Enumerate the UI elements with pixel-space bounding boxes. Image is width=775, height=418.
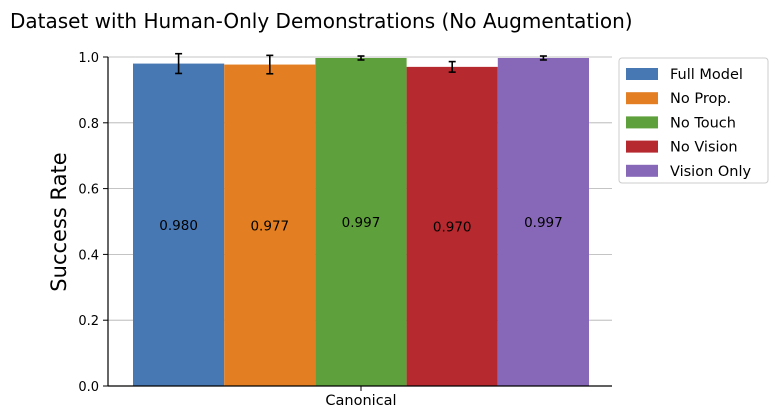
legend-entry: No Vision (670, 140, 738, 156)
x-axis-ticks: Canonical (325, 386, 397, 409)
error-bars (175, 52, 547, 75)
y-axis-ticks: 0.0 0.2 0.4 0.6 0.8 1.0 (78, 51, 108, 395)
y-tick-label: 0.6 (78, 183, 99, 198)
chart-title: Dataset with Human-Only Demonstrations (… (10, 9, 633, 33)
legend-swatch (626, 164, 658, 177)
bar-no-prop (224, 64, 316, 386)
bar-value-labels: 0.980 0.977 0.997 0.970 0.997 (159, 215, 562, 235)
bar-value-label: 0.997 (524, 215, 563, 231)
y-axis-label: Success Rate (47, 152, 71, 291)
bar-value-label: 0.970 (433, 219, 472, 235)
bar-value-label: 0.977 (250, 218, 289, 234)
legend: Full Model No Prop. No Touch No Vision Visio… (618, 57, 769, 184)
legend-swatch (626, 68, 658, 80)
bar-vision-only (497, 57, 589, 386)
y-tick-label: 0.8 (78, 117, 99, 132)
legend-swatch (626, 92, 658, 105)
legend-entry: Vision Only (670, 164, 752, 180)
legend-entry: No Prop. (670, 91, 731, 107)
legend-entry: No Touch (670, 115, 736, 131)
bar-no-vision (406, 66, 498, 387)
legend-swatch (626, 116, 658, 129)
y-tick-label: 0.0 (78, 380, 99, 395)
bar-value-label: 0.997 (342, 215, 381, 231)
bar-full-model (133, 63, 225, 387)
y-tick-label: 1.0 (78, 51, 99, 66)
y-tick-label: 0.4 (78, 248, 99, 263)
legend-swatch (626, 140, 658, 153)
y-tick-label: 0.2 (78, 314, 99, 329)
bars (133, 57, 589, 387)
x-tick-label: Canonical (325, 393, 396, 409)
bar-value-label: 0.980 (159, 218, 198, 234)
axes (107, 57, 612, 387)
legend-entry: Full Model (670, 67, 743, 83)
bar-no-touch (315, 57, 407, 386)
